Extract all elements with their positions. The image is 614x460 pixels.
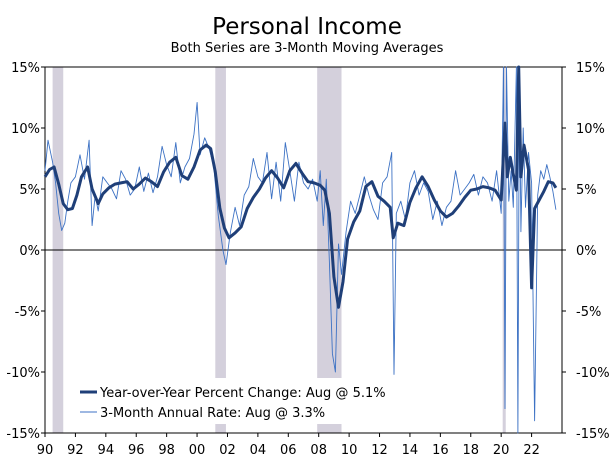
y-tick-label-right: 15% xyxy=(576,61,605,76)
x-tick-label: 90 xyxy=(37,443,54,458)
x-tick-label: 16 xyxy=(432,443,449,458)
x-tick-label: 10 xyxy=(341,443,358,458)
x-tick-label: 02 xyxy=(219,443,236,458)
x-tick-label: 92 xyxy=(67,443,84,458)
y-tick-label-left: 15% xyxy=(11,61,40,76)
x-tick-label: 22 xyxy=(523,443,540,458)
legend-background xyxy=(72,378,412,424)
y-tick-label-left: -15% xyxy=(6,427,40,442)
x-tick-label: 96 xyxy=(128,443,145,458)
x-tick-label: 06 xyxy=(280,443,297,458)
chart-title: Personal Income xyxy=(212,14,402,40)
x-tick-label: 04 xyxy=(250,443,267,458)
y-tick-label-left: 5% xyxy=(19,183,40,198)
x-tick-label: 20 xyxy=(493,443,510,458)
x-tick-label: 94 xyxy=(98,443,115,458)
y-tick-label-left: -10% xyxy=(6,366,40,381)
axis-layer: 15% 15% 10% 10% 5% 5% 0% 0% -5% -5% -10% -10% -15% -1… xyxy=(6,61,609,458)
x-tick-label: 18 xyxy=(462,443,479,458)
x-tick-label: 98 xyxy=(158,443,175,458)
y-tick-label-right: -5% xyxy=(576,305,601,320)
y-tick-label-left: 10% xyxy=(11,122,40,137)
legend-label-yoy: Year-over-Year Percent Change: Aug @ 5.1… xyxy=(99,386,386,401)
y-tick-label-right: -15% xyxy=(576,427,610,442)
y-tick-label-right: 0% xyxy=(576,244,597,259)
y-tick-label-left: -5% xyxy=(15,305,40,320)
legend-label-annual: 3-Month Annual Rate: Aug @ 3.3% xyxy=(100,406,325,421)
legend: Year-over-Year Percent Change: Aug @ 5.1… xyxy=(72,378,412,424)
y-tick-label-right: 5% xyxy=(576,183,597,198)
y-tick-label-left: 0% xyxy=(19,244,40,259)
x-tick-label: 08 xyxy=(310,443,327,458)
x-tick-label: 14 xyxy=(402,443,419,458)
y-tick-label-right: -10% xyxy=(576,366,610,381)
chart-subtitle: Both Series are 3-Month Moving Averages xyxy=(170,41,444,56)
x-tick-label: 12 xyxy=(371,443,388,458)
series-layer xyxy=(43,65,558,434)
y-tick-label-right: 10% xyxy=(576,122,605,137)
x-tick-label: 00 xyxy=(189,443,206,458)
series-line-yoy xyxy=(43,65,558,309)
